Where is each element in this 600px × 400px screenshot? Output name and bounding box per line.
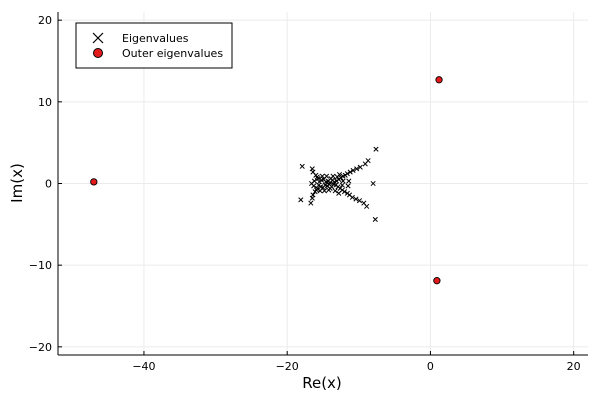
legend-eigenvalues-marker-icon — [92, 32, 104, 44]
eigenvalue-point — [316, 182, 322, 188]
eigenvalue-point — [298, 197, 304, 203]
eigenvalue-point — [332, 188, 338, 194]
eigenvalue-point — [362, 161, 368, 167]
eigenvalue-point — [345, 183, 351, 189]
eigenvalue-point — [370, 180, 376, 187]
y-tick-label: −10 — [29, 259, 52, 272]
eigenvalue-point — [324, 173, 330, 179]
eigenvalue-point — [336, 171, 343, 178]
legend-outer-eigenvalues-label: Outer eigenvalues — [122, 47, 223, 60]
x-tick-labels: −40 −20 0 20 — [132, 360, 580, 373]
eigenvalue-point — [372, 216, 378, 222]
x-axis-title: Re(x) — [302, 374, 342, 392]
eigenvalue-point — [328, 176, 334, 182]
eigenvalue-point — [344, 190, 350, 196]
y-tick-labels: −20 −10 0 10 20 — [29, 14, 52, 354]
outer-eigenvalue-point — [90, 178, 98, 186]
y-axis-title: Im(x) — [8, 163, 26, 203]
legend: Eigenvalues Outer eigenvalues — [75, 22, 233, 69]
eigenvalue-point — [309, 166, 315, 172]
eigenvalue-point — [299, 163, 305, 169]
grid-lines — [58, 12, 588, 355]
eigenvalue-point — [350, 167, 356, 173]
eigenvalue-point — [315, 176, 321, 182]
eigenvalue-point — [346, 178, 352, 184]
eigenvalue-point — [361, 200, 367, 206]
eigenvalue-point — [321, 188, 327, 194]
eigenvalue-point — [312, 189, 318, 195]
x-tick-label: 0 — [427, 360, 434, 373]
eigenvalue-point — [314, 185, 320, 191]
eigenvalue-point — [356, 198, 363, 204]
x-tick-label: −40 — [132, 360, 155, 373]
eigenvalue-point — [340, 178, 346, 184]
eigenvalue-point — [319, 173, 325, 179]
eigenvalue-point — [336, 190, 342, 196]
eigenvalue-point — [308, 200, 314, 206]
eigenvalue-point — [357, 164, 363, 170]
legend-box — [75, 22, 233, 69]
data-markers — [90, 76, 443, 285]
eigenvalue-point — [308, 180, 315, 187]
eigenvalue-point — [354, 166, 360, 172]
outer-eigenvalue-point — [435, 76, 443, 84]
eigenvalue-point — [339, 182, 345, 188]
legend-outer-marker-icon — [93, 48, 103, 58]
x-tick-label: −20 — [276, 360, 299, 373]
eigenvalue-point — [347, 169, 353, 175]
outer-eigenvalue-point — [433, 277, 441, 285]
eigenvalue-point — [309, 195, 315, 201]
legend-eigenvalues-label: Eigenvalues — [122, 32, 189, 45]
eigenvalue-point — [353, 196, 359, 202]
x-tick-label: 20 — [567, 360, 581, 373]
y-tick-label: 0 — [45, 178, 52, 191]
y-tick-label: −20 — [29, 341, 52, 354]
y-tick-label: 20 — [38, 14, 52, 27]
eigenvalue-point — [373, 146, 379, 152]
y-tick-label: 10 — [38, 96, 52, 109]
eigenvalue-point — [327, 185, 333, 191]
